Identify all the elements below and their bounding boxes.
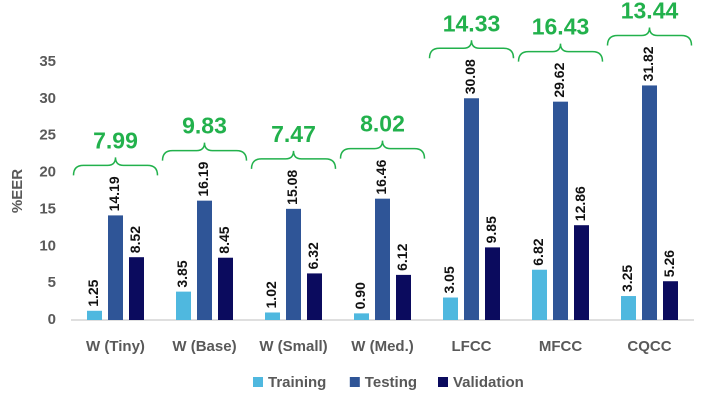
x-tick-label: W (Small) [259,338,327,355]
value-label: 1.02 [263,281,279,308]
bar [87,310,102,320]
x-tick-label: LFCC [452,338,492,355]
value-label: 16.19 [195,161,211,196]
value-label: 6.82 [530,238,546,265]
y-tick-label: 0 [48,311,56,328]
value-label: 31.82 [640,46,656,81]
annotation: 14.33 [443,10,501,36]
bar [642,85,657,321]
annotation: 13.44 [621,0,679,24]
value-label: 3.05 [441,266,457,293]
bar [354,313,369,320]
value-label: 12.86 [572,186,588,221]
bar [218,257,233,320]
annotation: 7.99 [93,127,138,153]
value-label: 29.62 [551,62,567,97]
value-label: 3.25 [619,265,635,292]
brace [339,140,426,159]
value-label: 15.08 [284,170,300,205]
legend-label: Testing [365,374,417,391]
y-tick-label: 30 [39,90,56,107]
bar [108,215,123,320]
brace [517,43,604,62]
value-label: 8.52 [127,226,143,253]
value-label: 14.19 [106,176,122,211]
y-tick-label: 5 [48,274,56,291]
bar [621,296,636,320]
value-label: 3.85 [174,260,190,287]
legend-swatch [438,377,448,387]
value-label: 6.32 [305,242,321,269]
bar [663,281,678,320]
bar [265,312,280,320]
x-tick-label: MFCC [539,338,582,355]
y-tick-label: 35 [39,53,56,70]
bar [307,273,322,320]
value-label: 0.90 [352,282,368,309]
x-tick-label: CQCC [627,338,671,355]
x-tick-label: W (Med.) [351,338,413,355]
value-label: 6.12 [394,243,410,270]
brace [161,142,248,161]
legend-label: Validation [453,374,524,391]
bar [464,98,479,320]
legend-label: Training [268,374,326,391]
value-label: 1.25 [85,279,101,306]
y-tick-label: 10 [39,237,56,254]
legend-swatch [253,377,263,387]
bar [574,225,589,320]
y-axis-label: %EER [9,169,26,213]
value-label: 9.85 [483,216,499,243]
annotation: 7.47 [271,121,316,147]
bar [532,269,547,320]
bar [396,274,411,320]
x-tick-label: W (Tiny) [86,338,145,355]
brace [72,157,159,176]
bar [286,208,301,320]
value-label: 16.46 [373,159,389,194]
brace [606,27,693,46]
brace [428,40,515,59]
value-label: 5.26 [661,250,677,277]
bar [553,101,568,320]
y-tick-label: 15 [39,200,56,217]
legend-swatch [349,377,360,387]
bar [176,291,191,320]
y-tick-label: 25 [39,127,56,144]
annotation: 16.43 [532,14,590,40]
bar [129,257,144,320]
brace [250,150,337,169]
annotation: 9.83 [182,113,227,139]
bar [443,297,458,320]
value-label: 8.45 [216,226,232,253]
x-tick-label: W (Base) [172,338,236,355]
bar [375,198,390,320]
bar [485,247,500,320]
bar [197,200,212,320]
y-tick-label: 20 [39,164,56,181]
annotation: 8.02 [360,111,405,137]
value-label: 30.08 [462,59,478,94]
